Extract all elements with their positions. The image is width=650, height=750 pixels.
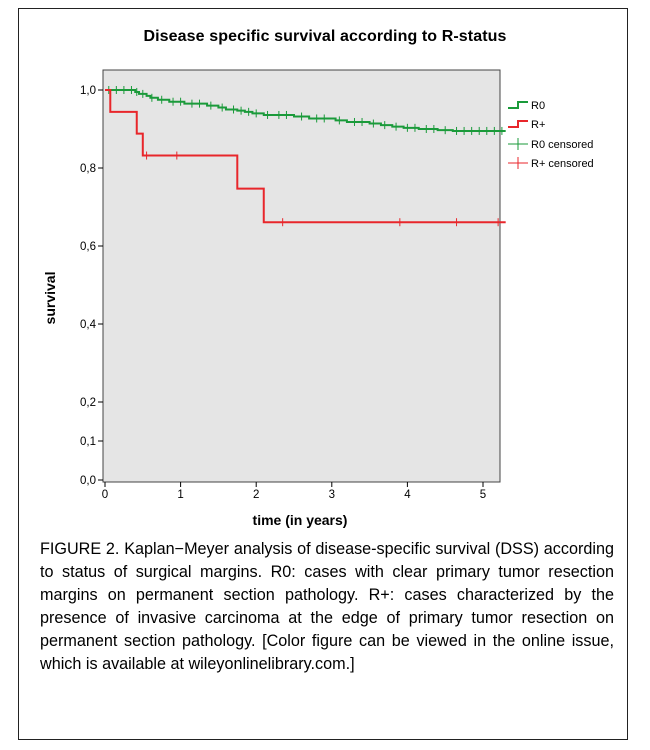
y-tick-label: 0,6 — [80, 241, 96, 253]
plot-area — [102, 69, 501, 483]
series-line-rplus — [105, 89, 506, 224]
chart-title: Disease specific survival according to R… — [143, 28, 507, 45]
legend-symbol-r0 — [508, 101, 528, 109]
series-line-r0 — [105, 89, 506, 132]
legend-symbol-rplus — [508, 120, 528, 128]
figure-caption: FIGURE 2. Kaplan−Meyer analysis of disea… — [40, 540, 614, 673]
y-tick-label: 0,0 — [80, 475, 96, 487]
y-tick-label: 0,4 — [80, 319, 97, 331]
series-layer — [105, 86, 506, 227]
legend-label-r0: R0 — [531, 100, 545, 112]
x-tick-label: 5 — [480, 489, 486, 501]
x-tick-label: 0 — [102, 489, 108, 501]
y-tick-label: 0,1 — [80, 436, 96, 448]
x-tick-label: 1 — [177, 489, 183, 501]
y-tick-label: 1,0 — [80, 85, 96, 97]
x-tick-label: 3 — [329, 489, 335, 501]
y-tick-label: 0,2 — [80, 397, 96, 409]
x-tick-label: 4 — [404, 489, 411, 501]
legend-label-r0-censored: R0 censored — [531, 139, 593, 151]
legend-label-rplus: R+ — [531, 119, 545, 131]
x-tick-label: 2 — [253, 489, 259, 501]
x-axis-label: time (in years) — [252, 512, 348, 528]
legend-label-rplus-censored: R+ censored — [531, 158, 594, 170]
axes-layer: 0,0 0,1 0,2 0,4 0,6 0,8 1,0 0 1 2 3 4 5 — [80, 85, 486, 501]
y-tick-label: 0,8 — [80, 163, 96, 175]
y-axis-label: survival — [42, 271, 58, 325]
legend: R0 R+ R0 censored R+ censored — [508, 100, 594, 170]
